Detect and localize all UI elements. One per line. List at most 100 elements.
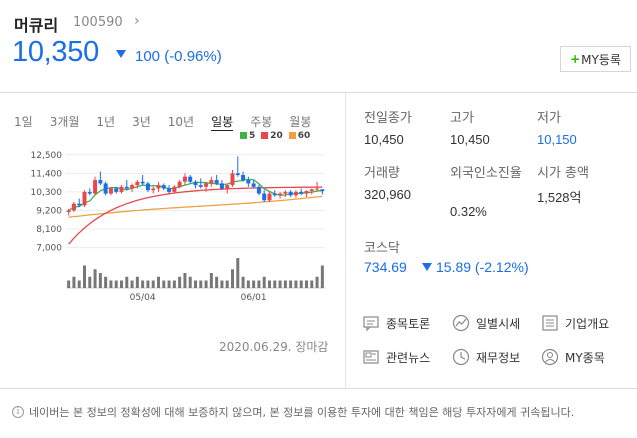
candle-body [204,183,209,187]
candle-body [225,185,230,189]
period-tab[interactable]: 10년 [167,115,195,129]
period-tab[interactable]: 1일 [14,115,33,129]
volume-bar [77,280,81,288]
finance-link[interactable]: 재무정보 [452,348,520,366]
volume-bar [141,280,145,288]
volume-bar [268,280,271,288]
kosdaq-value: 734.69 [364,259,407,275]
period-tab[interactable]: 3개월 [49,115,80,129]
footer-divider [0,388,637,389]
my-register-button[interactable]: + MY등록 [560,46,631,72]
news-link[interactable]: 관련뉴스 [362,348,430,366]
disclaimer-text: 네이버는 본 정보의 정확성에 대해 보증하지 않으며, 본 정보를 이용한 투… [29,406,575,419]
candle-body [188,176,193,182]
candle-body [246,180,251,184]
candle-body [320,189,325,192]
candle-body [98,180,103,184]
volume-bar [151,280,155,288]
candle-body [135,181,140,186]
candle-body [156,185,161,189]
forum-link[interactable]: 종목토론 [362,314,430,332]
volume-bar [278,280,282,288]
volume-bar [104,276,108,288]
volume-bar [310,280,314,288]
legend-swatch [261,132,269,139]
y-tick-label: 9,200 [36,206,62,216]
candle-body [299,191,304,194]
volume-bar [283,280,287,288]
candle-body [145,183,150,191]
volume-bar [273,280,277,288]
foreign-label: 외국인소진율 [450,166,522,181]
daily-quote-link[interactable]: 일별시세 [452,314,520,332]
info-icon: i [12,406,24,418]
high-value: 10,450 [450,132,490,147]
period-tab[interactable]: 3년 [132,115,151,129]
candle-body [93,180,98,194]
candle-body [140,181,145,184]
period-tab[interactable]: 주봉 [250,115,273,129]
volume-bar [93,269,97,288]
high-label: 고가 [450,111,474,126]
candle-body [278,193,283,196]
stock-code[interactable]: 100590 [73,15,123,30]
candle-body [315,188,320,190]
volume-bar [188,276,192,288]
newspaper-icon [363,350,379,364]
candle-body [309,189,314,192]
candle-body [293,191,298,196]
volume-value: 320,960 [364,187,411,202]
candle-body [193,181,198,186]
my-stocks-link[interactable]: MY종목 [541,348,605,366]
candle-body [182,176,187,182]
y-tick-label: 12,500 [31,151,63,161]
candle-body [119,186,124,192]
period-tab[interactable]: 1년 [96,115,116,129]
volume-bar [120,280,123,288]
kosdaq-change: 15.89 (-2.12%) [436,259,529,275]
candle-body [288,191,293,196]
volume-bar [157,276,160,288]
volume-bar [225,280,229,288]
legend-label: 60 [297,131,311,141]
disclaimer: i 네이버는 본 정보의 정확성에 대해 보증하지 않으며, 본 정보를 이용한… [12,404,574,420]
candle-body [161,185,166,189]
legend-swatch [288,132,296,139]
stock-chart[interactable]: 12,500 11,400 10,300 9,200 8,100 7,000 05/04 06… [10,128,335,308]
company-overview-link[interactable]: 기업개요 [541,314,609,332]
period-tab[interactable]: 월봉 [289,115,312,129]
candle-body [124,186,129,189]
candle-body [235,173,240,175]
candle-body [209,180,214,184]
volume-bar [125,276,129,288]
volume-bar [305,280,308,288]
chevron-right-icon[interactable]: › [134,13,140,29]
volume-bar [83,265,86,288]
period-tab[interactable]: 일봉 [211,115,234,131]
candle-body [114,188,119,192]
my-stocks-label: MY종목 [565,350,605,365]
candle-body [283,191,288,194]
volume-bar [289,280,293,288]
candle-body [214,180,219,184]
stock-name: 머큐리 [14,16,59,35]
volume-bar [215,276,219,288]
price-change: 100 (-0.96%) [135,48,222,65]
ma-legend: 5 20 60 [240,131,310,141]
volume-label: 거래량 [364,166,400,181]
candle-body [71,203,76,211]
volume-bar [246,280,250,288]
candle-body [251,183,256,187]
volume-bar [146,280,150,288]
column-divider [345,93,346,388]
legend-item: 5 [240,131,255,141]
candle-body [272,193,277,196]
volume-bar [172,280,176,288]
volume-bar [231,269,234,288]
volume-bar [162,280,166,288]
x-tick-label: 05/04 [130,293,156,303]
current-price: 10,350 [12,36,99,68]
kosdaq-label: 코스닥 [364,241,400,256]
candle-body [219,183,224,189]
y-tick-label: 11,400 [31,169,63,179]
